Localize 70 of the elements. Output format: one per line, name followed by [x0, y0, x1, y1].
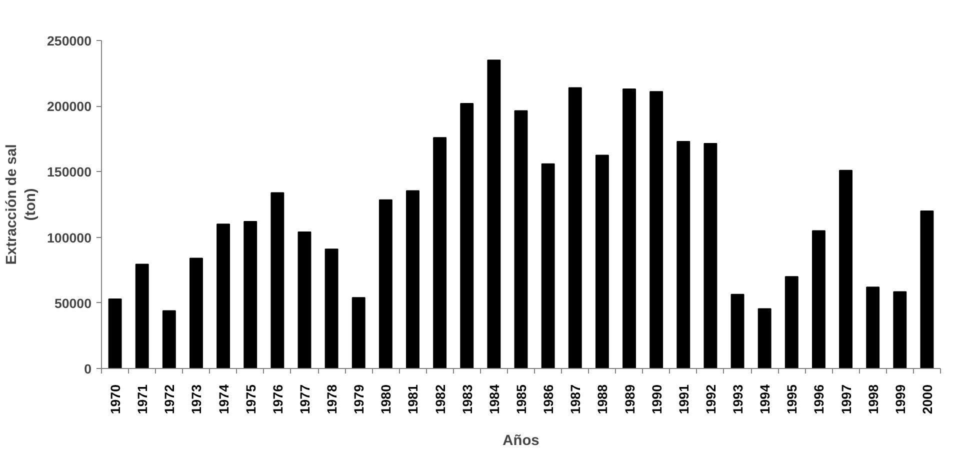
y-tick-label: 200000 [47, 99, 92, 114]
bar [514, 110, 528, 368]
x-tick-label: 1987 [568, 384, 584, 414]
x-tick-label: 1975 [243, 384, 258, 414]
y-tick-label: 0 [84, 362, 92, 376]
x-tick-label: 1988 [595, 384, 610, 414]
x-tick-label: 1992 [703, 384, 718, 414]
bar [190, 258, 203, 368]
x-tick-label: 1972 [162, 384, 178, 414]
y-axis-title: Extracción de sal (ton) [4, 144, 40, 265]
x-tick-label: 1998 [866, 384, 881, 414]
bar [298, 232, 312, 368]
x-tick-label: 1995 [784, 384, 800, 414]
x-axis-title: Años [502, 433, 540, 450]
bar [135, 264, 149, 368]
bar [378, 199, 392, 368]
bar [541, 163, 555, 368]
bar [460, 102, 474, 368]
x-tick-label: 1977 [297, 384, 312, 414]
x-tick-label: 1974 [216, 384, 232, 414]
bar [162, 310, 176, 368]
bar [433, 137, 447, 368]
bar [406, 190, 420, 368]
bar [568, 87, 582, 368]
x-tick-label: 1990 [649, 384, 664, 414]
x-tick-label: 2000 [920, 384, 935, 414]
bar [352, 297, 366, 368]
x-tick-label: 1982 [432, 384, 448, 414]
bar [244, 221, 258, 368]
x-tick-label: 1983 [460, 384, 475, 414]
bar [324, 248, 338, 368]
x-tick-label: 1999 [892, 384, 908, 414]
x-tick-label: 1978 [324, 384, 340, 414]
x-tick-label: 1980 [378, 384, 394, 414]
x-tick-label: 1996 [812, 384, 827, 414]
bar [216, 224, 230, 368]
x-tick-label: 1979 [352, 384, 367, 414]
x-tick-label: 1971 [135, 384, 150, 414]
bar [839, 170, 852, 368]
x-tick-label: 1997 [838, 384, 854, 414]
y-tick-label: 150000 [47, 164, 92, 180]
x-tick-label: 1973 [189, 384, 204, 414]
x-tick-label: 1991 [676, 384, 692, 414]
bar [866, 286, 880, 368]
bar [270, 192, 284, 368]
bar [650, 91, 664, 368]
x-tick-label: 1970 [108, 384, 124, 414]
y-tick-label: 50000 [54, 296, 92, 311]
bar [704, 142, 718, 368]
y-tick-label: 100000 [47, 230, 92, 246]
y-tick-label: 250000 [47, 34, 92, 48]
bar [758, 308, 772, 368]
x-tick-label: 1989 [622, 384, 638, 414]
bar [108, 298, 122, 368]
bar [730, 294, 744, 368]
bar [487, 60, 501, 368]
x-tick-label: 1986 [541, 384, 556, 414]
x-tick-label: 1994 [758, 384, 773, 414]
x-tick-label: 1984 [486, 384, 502, 414]
bar [812, 230, 826, 368]
bar [784, 276, 798, 368]
bar [920, 210, 934, 368]
bar [893, 291, 907, 368]
bar [622, 88, 636, 368]
bar [676, 141, 690, 368]
bar [595, 154, 609, 368]
x-tick-label: 1976 [270, 384, 286, 414]
x-tick-label: 1985 [514, 384, 529, 414]
x-tick-label: 1993 [730, 384, 746, 414]
x-tick-label: 1981 [406, 384, 421, 414]
